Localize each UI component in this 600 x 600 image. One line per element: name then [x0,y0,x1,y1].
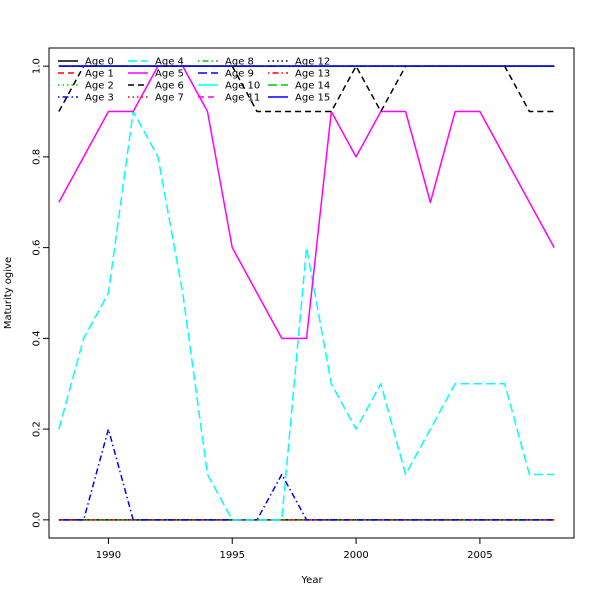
legend-label: Age 11 [225,93,260,104]
x-tick-label: 2005 [467,550,492,561]
legend-label: Age 8 [225,57,254,68]
y-tick-label: 0.8 [32,149,43,165]
legend-item: Age 6 [128,81,184,92]
legend-label: Age 3 [85,93,114,104]
legend-label: Age 4 [155,57,184,68]
legend-label: Age 6 [155,81,184,92]
legend-item: Age 10 [198,81,260,92]
legend-item: Age 12 [268,57,330,68]
legend-item: Age 8 [198,57,254,68]
y-tick-label: 0.0 [32,512,43,528]
legend-label: Age 5 [155,69,184,80]
legend-label: Age 13 [295,69,330,80]
series-line-age-3 [58,428,555,521]
y-tick-label: 0.6 [32,240,43,256]
legend-item: Age 3 [58,93,114,104]
series-line-age-6 [58,65,555,113]
legend-label: Age 0 [85,57,114,68]
series-line-age-5 [58,65,555,340]
x-tick-label: 2000 [343,550,368,561]
y-tick-label: 0.2 [32,421,43,437]
y-axis-label: Maturity ogive [3,257,14,329]
legend-item: Age 15 [268,93,330,104]
axes-layer: 1990 1995 2000 2005 0.0 0.2 0.4 0.6 0.8 1.0 [32,47,575,561]
legend-label: Age 14 [295,81,330,92]
legend-item: Age 11 [198,93,260,104]
legend-item: Age 7 [128,93,184,104]
legend-label: Age 10 [225,81,260,92]
legend-item: Age 9 [198,69,254,80]
legend-label: Age 1 [85,69,114,80]
legend-item: Age 2 [58,81,114,92]
y-tick-label: 1.0 [32,58,43,74]
legend-label: Age 7 [155,93,184,104]
x-axis-label: Year [300,575,323,586]
legend-item: Age 14 [268,81,330,92]
x-tick-label: 1990 [96,550,121,561]
legend-item: Age 1 [58,69,114,80]
legend-label: Age 9 [225,69,254,80]
x-tick-label: 1995 [220,550,245,561]
plot-frame [48,47,575,539]
legend-item: Age 4 [128,57,184,68]
series-line-age-4 [58,110,555,521]
legend-label: Age 12 [295,57,330,68]
legend-item: Age 13 [268,69,330,80]
legend-item: Age 0 [58,57,114,68]
series-layer [58,65,555,521]
y-tick-label: 0.4 [32,330,43,346]
legend-label: Age 15 [295,93,330,104]
legend-item: Age 5 [128,69,184,80]
legend-label: Age 2 [85,81,114,92]
